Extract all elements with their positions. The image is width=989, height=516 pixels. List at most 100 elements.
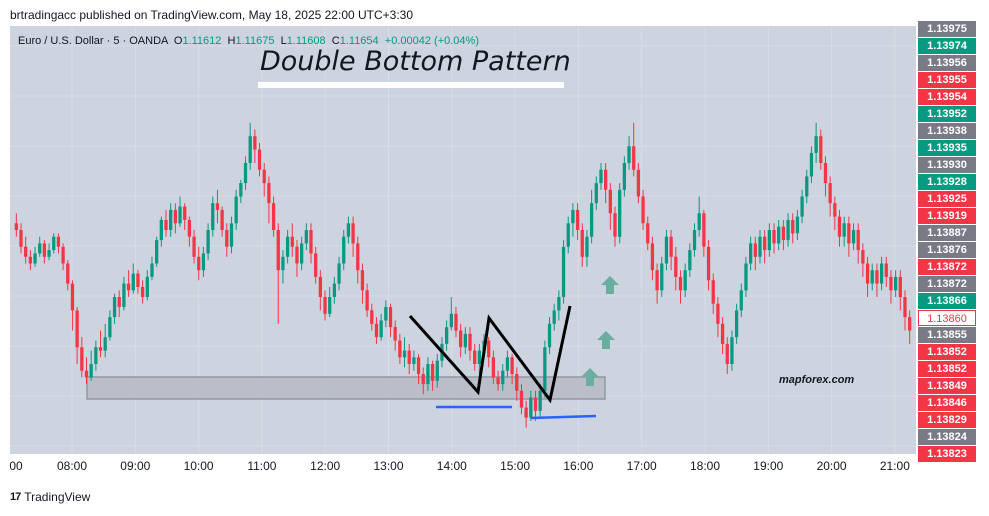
candle-body [501, 370, 505, 385]
candle-body [449, 313, 453, 328]
candle-body [893, 276, 898, 291]
candle-body [777, 226, 781, 244]
high-value: 1.11675 [235, 35, 275, 47]
candle-body [103, 337, 107, 351]
candle-body [632, 146, 636, 170]
candle-body [758, 236, 762, 257]
candle-body [477, 350, 482, 364]
candle-body [879, 263, 884, 284]
candle-body [225, 230, 229, 247]
candle-body [379, 320, 383, 338]
price-label: 1.13852 [918, 361, 976, 377]
candle-body [706, 246, 711, 281]
candle-body [98, 347, 103, 351]
candle-body [253, 136, 257, 150]
candle-body [337, 263, 341, 284]
support-line-2 [530, 414, 597, 420]
candle-body [262, 169, 266, 184]
candle-body [473, 350, 477, 364]
time-label: 09:00 [120, 459, 151, 473]
candle-body [533, 397, 538, 411]
price-label: 1.13974 [918, 38, 976, 54]
candle-body [66, 263, 70, 284]
publish-header: brtradingacc published on TradingView.co… [10, 8, 414, 22]
candle-body [206, 230, 210, 254]
candle-body [267, 183, 271, 204]
candle-body [318, 276, 322, 297]
candle-body [767, 230, 771, 251]
price-label: 1.13823 [918, 446, 976, 462]
up-arrow-icon [597, 331, 615, 349]
candle-body [828, 183, 832, 204]
chart-area[interactable]: Euro / U.S. Dollar · 5 · OANDA O1.11612 … [10, 26, 916, 454]
candle-body [865, 263, 870, 284]
candle-body [197, 256, 201, 271]
time-axis[interactable]: 00 08:00 09:00 10:00 11:00 12:00 13:00 14:00 15:… [9, 456, 916, 478]
price-label: 1.13930 [918, 157, 976, 173]
close-value: 1.11654 [339, 35, 379, 47]
up-arrow-icon [601, 276, 619, 294]
candle-body [702, 213, 706, 247]
candle-body [136, 273, 140, 287]
candle-body [192, 236, 196, 257]
candle-body [239, 183, 243, 197]
candle-body [463, 333, 467, 348]
candle-body [487, 340, 491, 358]
candle-body [211, 203, 215, 230]
candle-body [622, 163, 626, 190]
time-label: 21:00 [879, 459, 910, 473]
candle-body [538, 390, 542, 411]
candle-body [585, 236, 589, 257]
candle-body [604, 169, 608, 190]
candle-body [131, 273, 135, 291]
candle-body [683, 270, 687, 291]
candle-body [650, 243, 655, 271]
candle-body [234, 196, 238, 224]
candle-body [248, 136, 252, 163]
candle-body [608, 189, 612, 214]
candle-body [430, 364, 435, 381]
price-label: 1.13855 [918, 327, 976, 343]
candle-body [646, 223, 650, 244]
chart-canvas [10, 26, 916, 454]
candle-body [14, 223, 18, 230]
time-label: 20:00 [816, 459, 847, 473]
candle-body [552, 310, 556, 324]
candle-body [557, 297, 561, 311]
candle-body [365, 290, 369, 311]
candle-body [819, 136, 823, 163]
high-label: H [227, 35, 236, 47]
time-label: 08:00 [56, 459, 88, 473]
candle-body [491, 357, 496, 378]
candle-body [711, 280, 715, 304]
candle-body [140, 286, 145, 297]
price-label: 1.13955 [918, 72, 976, 88]
price-axis[interactable]: 1.13975 1.13974 1.13956 1.13955 1.13954 1.139… [916, 21, 976, 462]
candle-body [454, 313, 458, 331]
time-label: 11:00 [247, 459, 277, 473]
candle-body [388, 307, 393, 328]
price-label: 1.13849 [918, 378, 976, 394]
price-label: 1.13952 [918, 106, 976, 122]
time-label: 17:00 [626, 459, 657, 473]
price-label: 1.13872 [918, 259, 976, 275]
candle-body [809, 152, 814, 177]
candle-body [28, 256, 33, 264]
candle-body [150, 263, 154, 277]
candle-body [837, 216, 842, 237]
candle-body [823, 163, 828, 184]
price-label: 1.13925 [918, 191, 976, 207]
footer: 17 TradingView [10, 490, 90, 504]
candle-body [145, 276, 149, 297]
price-label: 1.13876 [918, 242, 976, 258]
candle-body [94, 347, 98, 364]
candle-body [309, 230, 313, 254]
time-label: 10:00 [183, 459, 214, 473]
candle-body [739, 290, 743, 311]
candle-body [861, 250, 865, 264]
candle-body [346, 223, 351, 237]
price-label: 1.13919 [918, 208, 976, 224]
candle-body [52, 236, 56, 251]
candle-body [285, 236, 290, 257]
price-label: 1.13866 [918, 293, 976, 309]
